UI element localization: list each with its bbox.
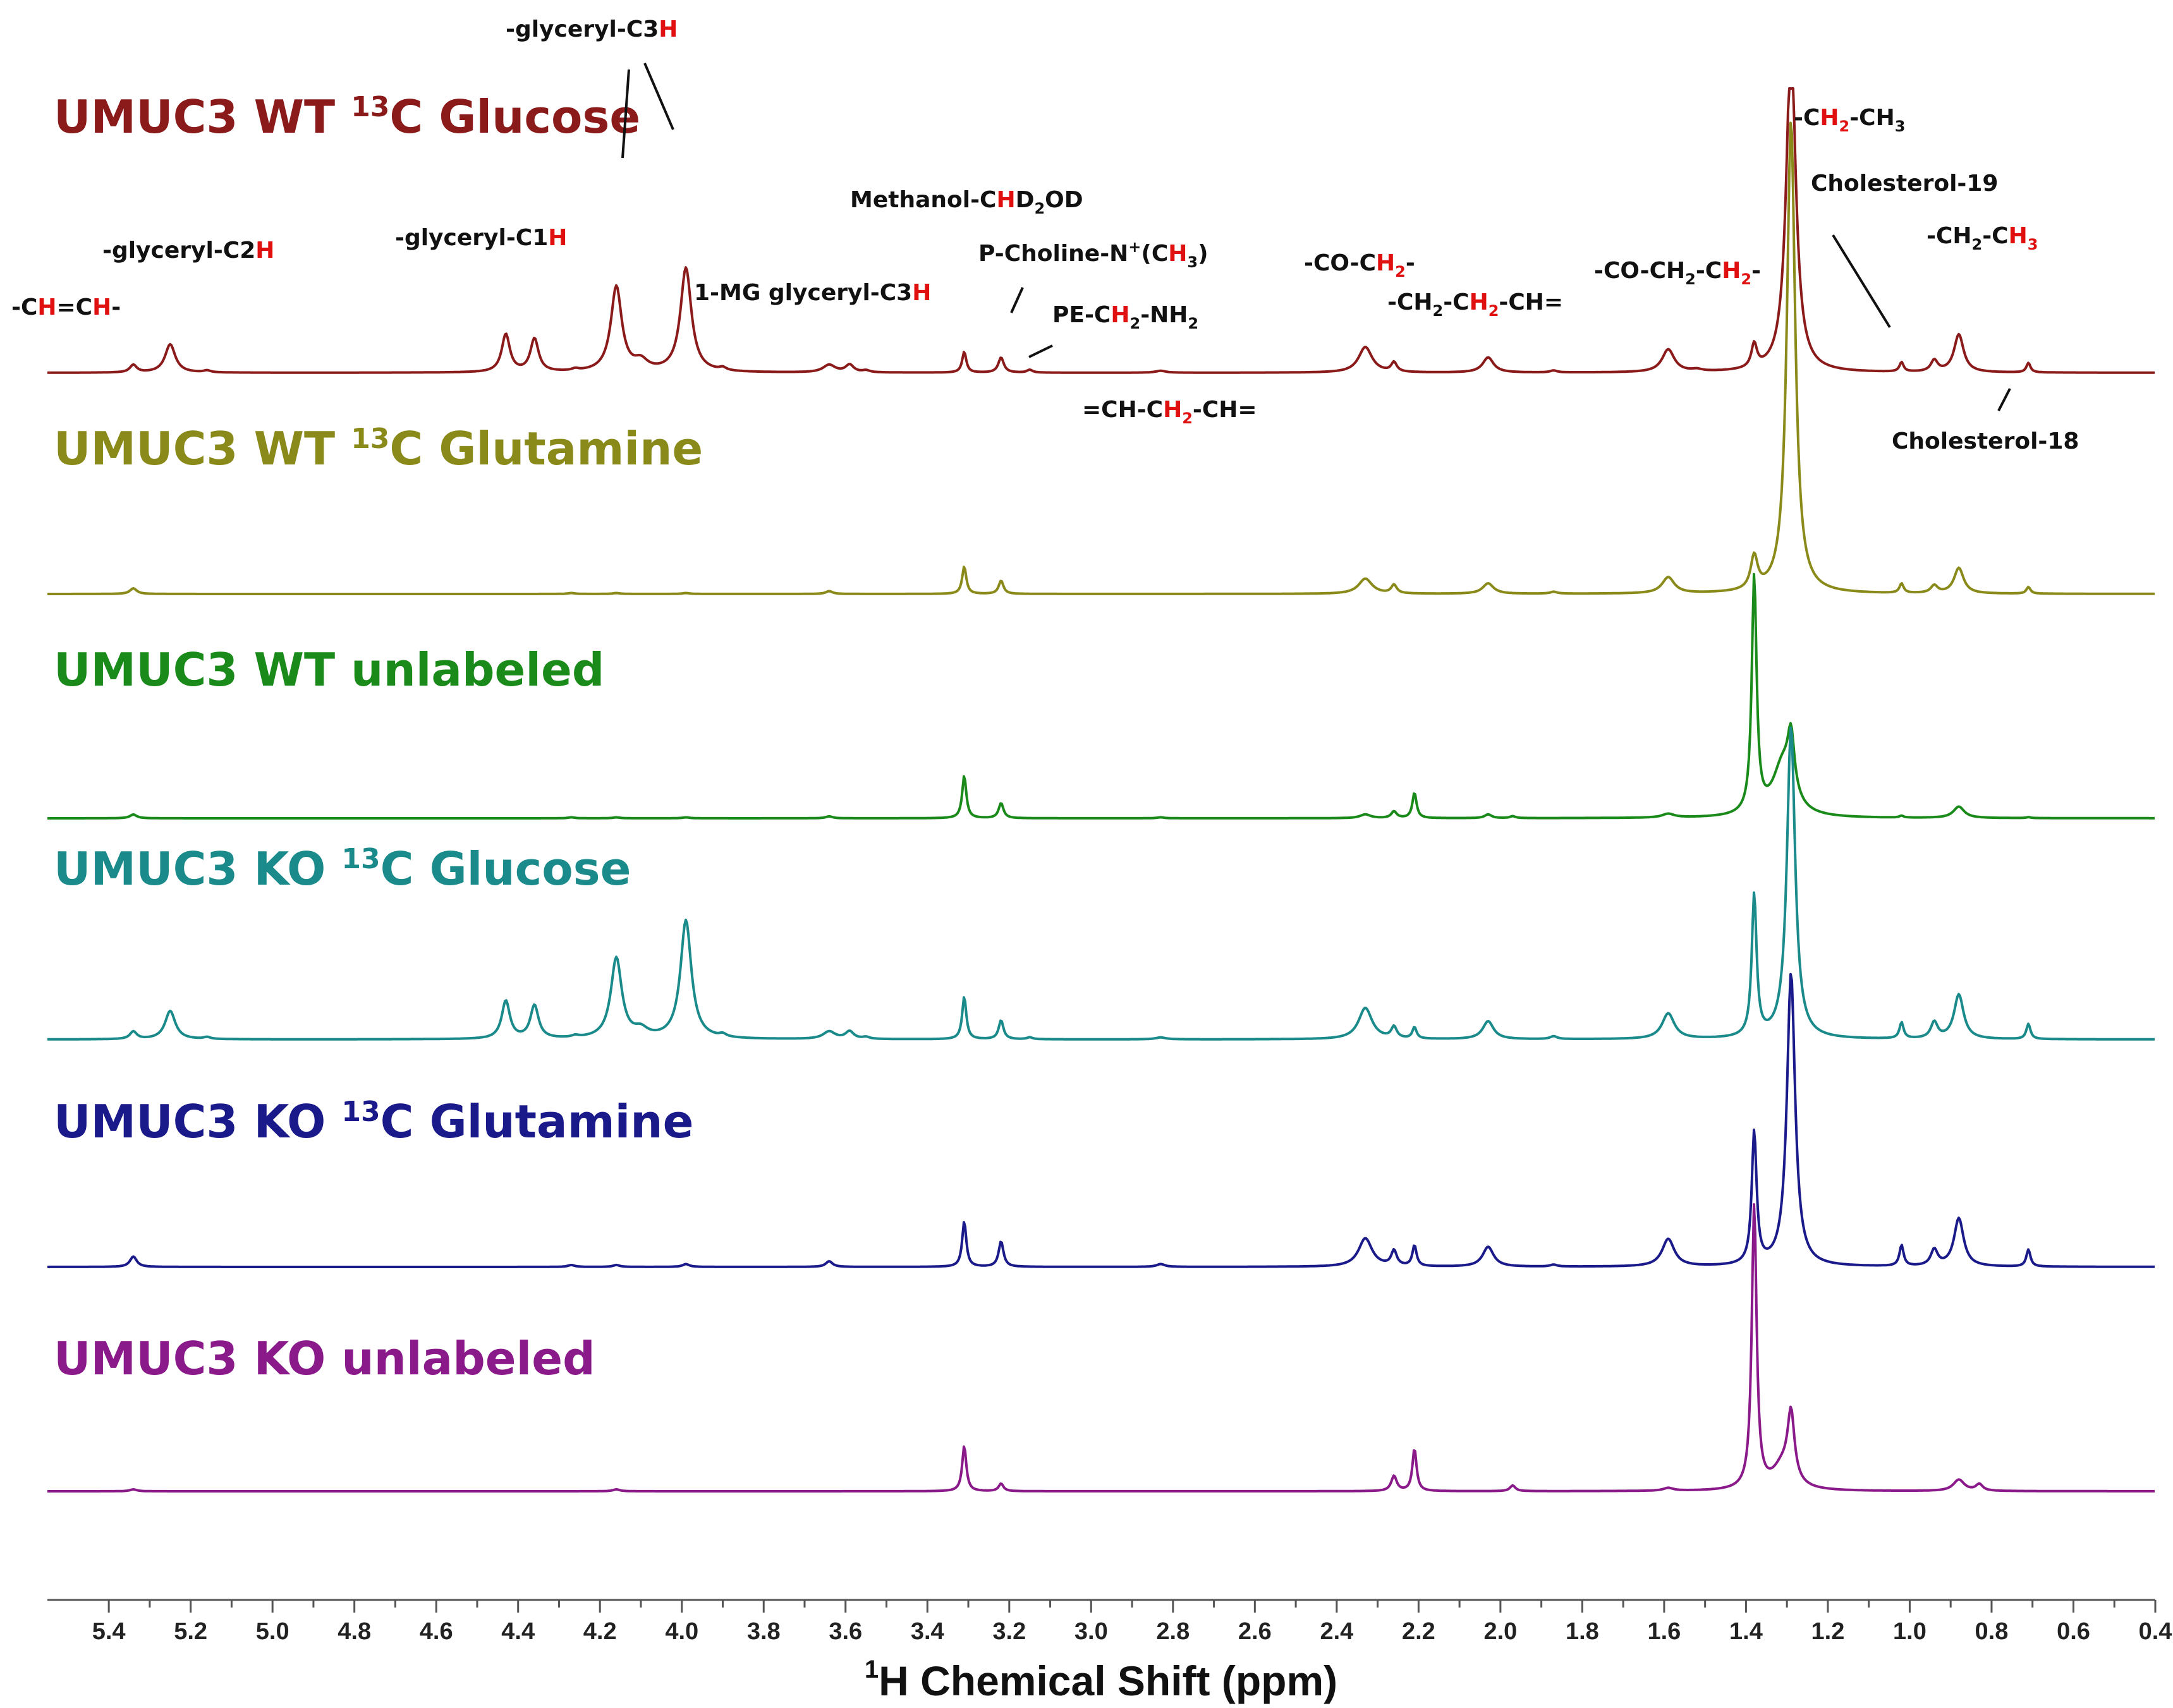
- annotation-ch2-ch3-a: -CH2-CH3: [1794, 105, 1905, 135]
- peak-annotations-group: -CH=CH- -glyceryl-C2H -glyceryl-C1H -glycer…: [11, 16, 2079, 454]
- x-axis-ticks: 5.4 5.2 5.0 4.8 4.6 4.4 4.2 4.0 3.8 3.6 3.4 3.2 3.0 2…: [92, 1600, 2172, 1645]
- tick-label-21: 1.2: [1811, 1618, 1845, 1645]
- tick-label-10: 3.4: [911, 1618, 944, 1645]
- tick-label-16: 2.2: [1402, 1618, 1435, 1645]
- tick-label-24: 0.6: [2057, 1618, 2090, 1645]
- annotation-ch2-ch2-ch: -CH2-CH2-CH=: [1387, 289, 1563, 320]
- annotation-ch2-ch3-b: -CH2-CH3: [1926, 223, 2038, 253]
- arrow-glyceryl-c3h-left: [621, 69, 630, 159]
- series-label-3: UMUC3 KO 13C Glucose: [54, 842, 631, 895]
- annotation-pe-ch2-nh2: PE-CH2-NH2: [1052, 302, 1198, 332]
- spectra-group: [47, 87, 2155, 1493]
- tick-label-17: 2.0: [1483, 1618, 1517, 1645]
- x-axis: 5.4 5.2 5.0 4.8 4.6 4.4 4.2 4.0 3.8 3.6 3.4 3.2 3.0 2…: [47, 1599, 2172, 1704]
- annotation-mg-glyceryl-c3h: 1-MG glyceryl-C3H: [694, 280, 931, 306]
- series-label-5: UMUC3 KO unlabeled: [54, 1332, 595, 1385]
- tick-label-15: 2.4: [1320, 1618, 1353, 1645]
- series-label-2: UMUC3 WT unlabeled: [54, 643, 604, 696]
- annotation-arrows-group: [621, 63, 2011, 411]
- annotation-cholesterol-19: Cholesterol-19: [1811, 171, 1998, 197]
- tick-label-1: 5.2: [174, 1618, 207, 1645]
- x-axis-title: 1H Chemical Shift (ppm): [865, 1656, 1337, 1704]
- annotation-glyceryl-c1h: -glyceryl-C1H: [395, 225, 567, 251]
- tick-label-9: 3.6: [829, 1618, 862, 1645]
- tick-label-18: 1.8: [1566, 1618, 1599, 1645]
- annotation-p-choline: P-Choline-N+(CH3): [978, 238, 1208, 271]
- annotation-co-ch2: -CO-CH2-: [1304, 250, 1415, 281]
- spectrum-2: [47, 572, 2155, 820]
- tick-label-6: 4.2: [583, 1618, 617, 1645]
- annotation-ch-ch: -CH=CH-: [11, 294, 121, 320]
- tick-label-11: 3.2: [992, 1618, 1026, 1645]
- tick-label-19: 1.6: [1647, 1618, 1681, 1645]
- arrow-cholesterol-18: [1997, 388, 2011, 411]
- spectrum-1: [47, 121, 2155, 595]
- tick-label-5: 4.4: [501, 1618, 535, 1645]
- series-labels-group: UMUC3 WT 13C Glucose UMUC3 WT 13C Glutami…: [54, 90, 703, 1385]
- spectrum-3: [47, 726, 2155, 1041]
- tick-label-20: 1.4: [1729, 1618, 1763, 1645]
- series-label-0: UMUC3 WT 13C Glucose: [54, 90, 640, 143]
- tick-label-0: 5.4: [92, 1618, 126, 1645]
- tick-label-25: 0.4: [2139, 1618, 2172, 1645]
- tick-label-7: 4.0: [665, 1618, 698, 1645]
- tick-label-12: 3.0: [1074, 1618, 1108, 1645]
- annotation-glyceryl-c2h: -glyceryl-C2H: [102, 238, 274, 263]
- annotation-co-ch2-ch2: -CO-CH2-CH2-: [1594, 258, 1761, 288]
- tick-label-14: 2.6: [1238, 1618, 1272, 1645]
- tick-label-3: 4.8: [338, 1618, 371, 1645]
- arrow-cholesterol-19: [1832, 234, 1891, 329]
- tick-label-4: 4.6: [420, 1618, 453, 1645]
- tick-label-8: 3.8: [747, 1618, 781, 1645]
- spectrum-0: [47, 87, 2155, 374]
- annotation-methanol: Methanol-CHD2OD: [850, 187, 1083, 217]
- annotation-ch-ch2-ch: =CH-CH2-CH=: [1082, 397, 1257, 427]
- arrow-pe-ch2-nh2: [1028, 344, 1053, 358]
- annotation-cholesterol-18: Cholesterol-18: [1892, 428, 2079, 454]
- tick-label-2: 5.0: [256, 1618, 289, 1645]
- annotation-glyceryl-c3h: -glyceryl-C3H: [506, 16, 678, 42]
- series-label-4: UMUC3 KO 13C Glutamine: [54, 1095, 693, 1148]
- tick-label-13: 2.8: [1156, 1618, 1190, 1645]
- arrow-glyceryl-c3h-right: [643, 63, 674, 130]
- series-label-1: UMUC3 WT 13C Glutamine: [54, 422, 703, 475]
- arrow-p-choline: [1010, 287, 1024, 313]
- spectrum-4: [47, 972, 2155, 1268]
- spectrum-5: [47, 1203, 2155, 1493]
- tick-label-23: 0.8: [1975, 1618, 2009, 1645]
- tick-label-22: 1.0: [1893, 1618, 1926, 1645]
